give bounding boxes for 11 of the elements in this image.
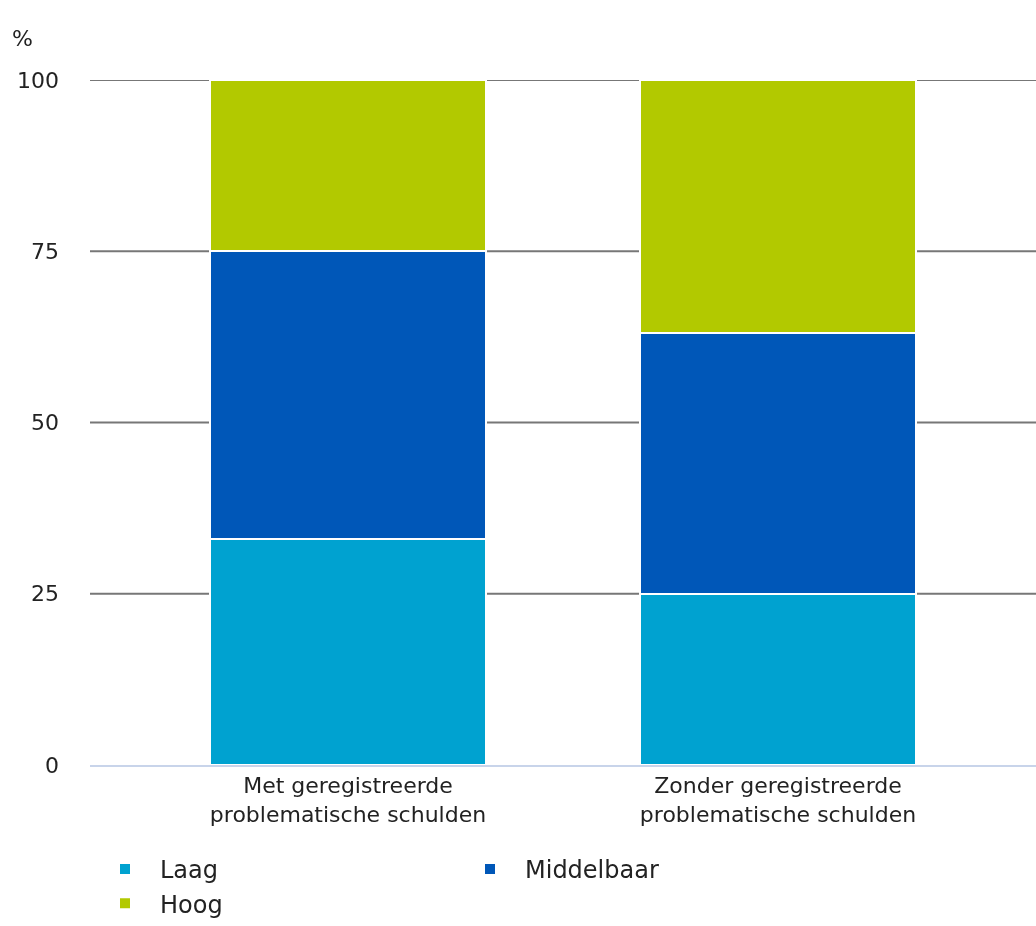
y-tick-label: 75 [31, 238, 59, 264]
x-tick-label: Zonder geregistreerde problematische schulden [639, 773, 917, 827]
legend-label: Laag [160, 856, 219, 885]
legend-label: Hoog [160, 890, 223, 919]
y-tick-label: 25 [31, 581, 59, 607]
x-tick-label: Met geregistreerde problematische schulden [209, 773, 487, 827]
y-tick-label: 50 [31, 410, 59, 436]
y-tick-label: 0 [45, 752, 59, 778]
y-tick-label: 100 [17, 67, 59, 93]
y-axis-title: % [12, 26, 33, 51]
legend-label: Middelbaar [525, 856, 659, 885]
